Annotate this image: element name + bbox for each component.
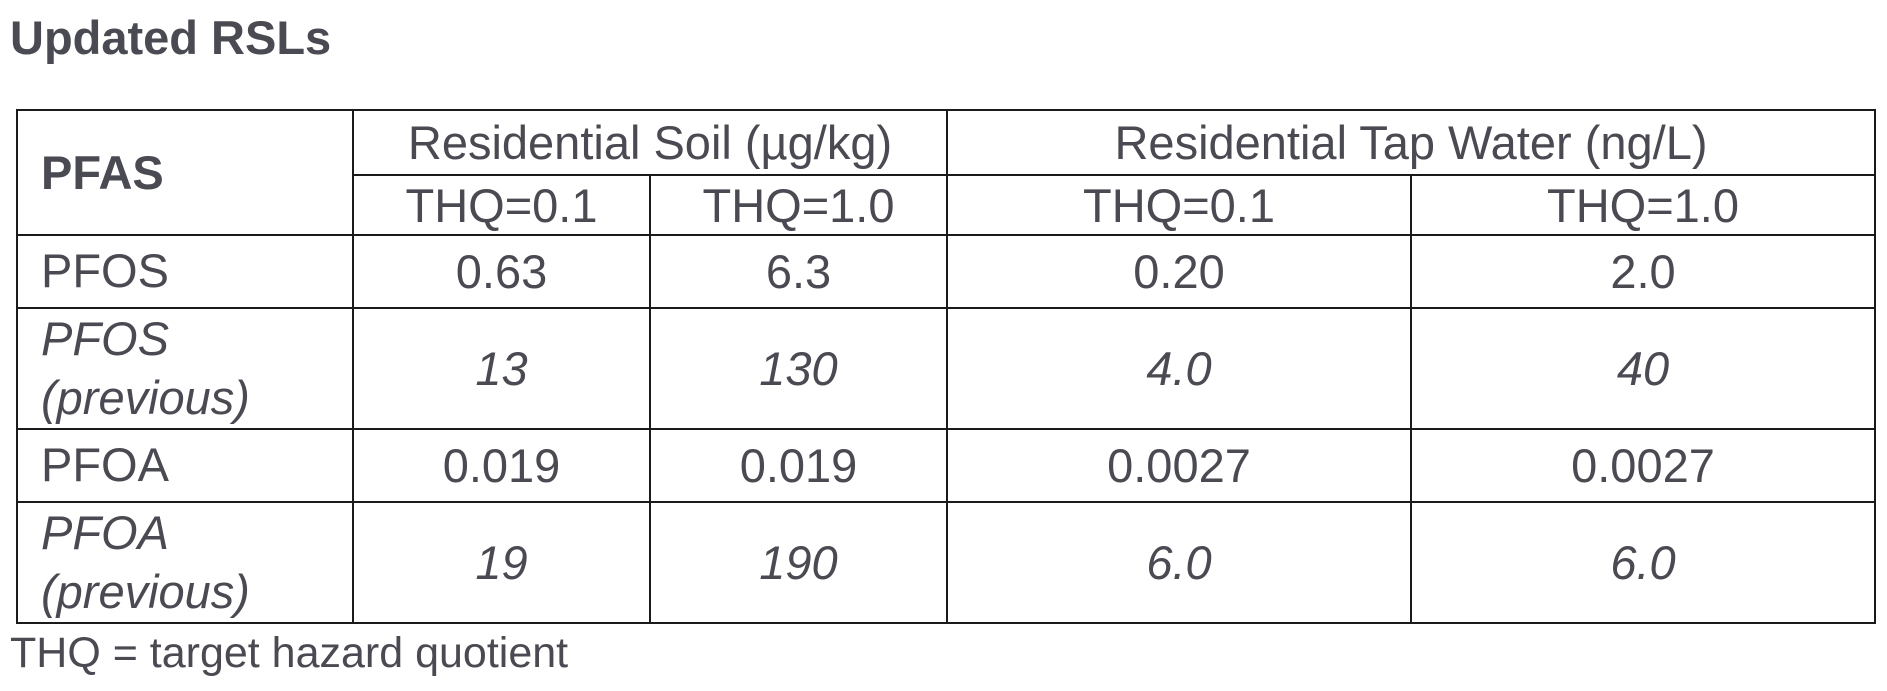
table-subheader-row: THQ=0.1 THQ=1.0 THQ=0.1 THQ=1.0 <box>17 174 1876 236</box>
table-cell: 6.0 <box>946 501 1412 624</box>
water-thq-0-1-header: THQ=0.1 <box>946 174 1412 236</box>
table-cell: 0.019 <box>649 428 948 503</box>
residential-soil-header: Residential Soil (µg/kg) <box>352 109 948 176</box>
table-row-pfoa: PFOA 0.019 0.019 0.0027 0.0027 <box>16 428 1876 503</box>
row-label-pfoa: PFOA <box>16 428 354 503</box>
table-cell: 0.0027 <box>946 428 1412 503</box>
row-label-line: (previous) <box>41 370 250 424</box>
residential-tap-water-header: Residential Tap Water (ng/L) <box>946 109 1876 176</box>
table-row-pfoa-previous: PFOA (previous) 19 190 6.0 6.0 <box>16 501 1876 624</box>
footnote: THQ = target hazard quotient <box>10 629 569 677</box>
table-row-pfos: PFOS 0.63 6.3 0.20 2.0 <box>16 234 1876 309</box>
row-label-line: PFOS <box>41 311 169 365</box>
table-header-row: PFAS Residential Soil (µg/kg) Residentia… <box>16 109 1876 236</box>
table-cell: 0.20 <box>946 234 1412 309</box>
soil-thq-0-1-header: THQ=0.1 <box>352 174 651 236</box>
water-thq-1-0-header: THQ=1.0 <box>1410 174 1876 236</box>
pfas-column-header: PFAS <box>16 109 354 236</box>
table-cell: 2.0 <box>1410 234 1876 309</box>
soil-thq-1-0-header: THQ=1.0 <box>649 174 948 236</box>
row-label-line: (previous) <box>41 564 250 618</box>
rsl-table: PFAS Residential Soil (µg/kg) Residentia… <box>16 109 1876 624</box>
row-label-pfoa-previous: PFOA (previous) <box>16 501 354 624</box>
row-label-pfos-previous: PFOS (previous) <box>16 307 354 430</box>
table-cell: 0.63 <box>352 234 651 309</box>
table-cell: 19 <box>352 501 651 624</box>
row-label-pfos: PFOS <box>16 234 354 309</box>
row-label-line: PFOA <box>41 505 169 559</box>
table-cell: 0.0027 <box>1410 428 1876 503</box>
table-row-pfos-previous: PFOS (previous) 13 130 4.0 40 <box>16 307 1876 430</box>
table-cell: 130 <box>649 307 948 430</box>
table-cell: 4.0 <box>946 307 1412 430</box>
table-cell: 40 <box>1410 307 1876 430</box>
table-cell: 13 <box>352 307 651 430</box>
table-cell: 190 <box>649 501 948 624</box>
table-cell: 6.3 <box>649 234 948 309</box>
page-title: Updated RSLs <box>10 11 332 64</box>
table-cell: 0.019 <box>352 428 651 503</box>
table-cell: 6.0 <box>1410 501 1876 624</box>
